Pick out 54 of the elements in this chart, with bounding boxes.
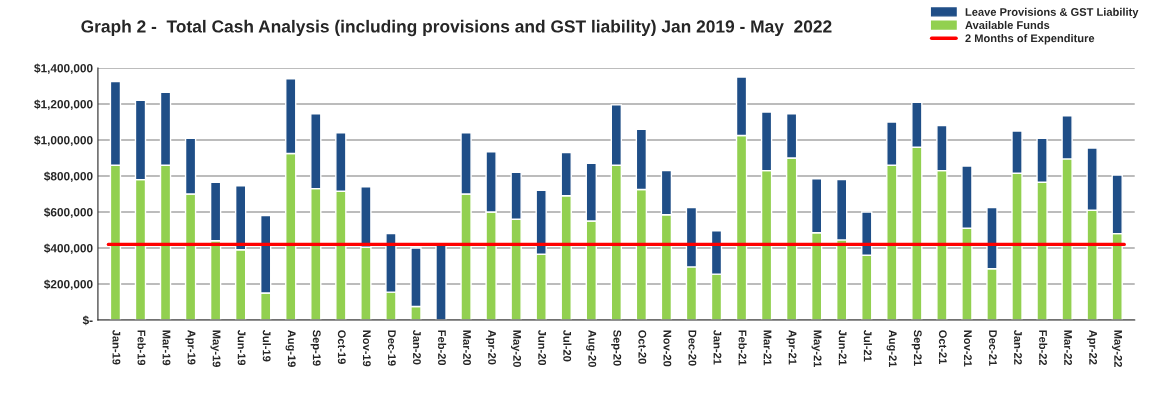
x-tick-label: Dec-19 — [387, 330, 396, 366]
x-tick-label: Oct-21 — [938, 330, 947, 364]
x-tick-label: Jan-22 — [1014, 329, 1022, 365]
x-tick-label: May-19 — [210, 330, 221, 367]
x-tick-label: Aug-21 — [886, 330, 897, 368]
x-tick-label: May-20 — [510, 330, 522, 367]
x-tick-label: Apr-20 — [485, 330, 496, 365]
x-tick-label: Mar-21 — [763, 330, 772, 366]
x-tick-label: Feb-21 — [738, 330, 747, 366]
bar — [435, 243, 447, 320]
x-tick-label: Apr-22 — [1086, 330, 1098, 365]
x-tick-label: May-22 — [1112, 330, 1123, 367]
x-tick-label: Dec-20 — [688, 330, 697, 366]
x-tick-label: Jun-19 — [237, 329, 246, 366]
x-tick-label: Jan-20 — [412, 329, 421, 365]
x-tick-label: Sep-21 — [911, 330, 922, 366]
x-tick-label: Mar-20 — [463, 330, 471, 366]
y-tick-label: $400,000 — [43, 243, 93, 255]
x-tick-label: Jan-21 — [713, 329, 722, 365]
legend-label: Available Funds — [965, 20, 1050, 30]
y-tick-label: $200,000 — [43, 279, 93, 291]
x-tick-label: Jul-19 — [262, 329, 271, 362]
x-tick-label: Jul-21 — [863, 329, 872, 362]
legend-label: Leave Provisions & GST Liability — [965, 7, 1139, 19]
x-tick-label: Jan-19 — [112, 329, 121, 365]
x-tick-label: Sep-20 — [611, 330, 622, 366]
x-tick-label: Dec-21 — [988, 330, 997, 366]
x-tick-label: Jun-20 — [538, 329, 547, 366]
y-tick-label: $600,000 — [43, 207, 93, 219]
x-tick-label: Apr-21 — [786, 330, 797, 365]
x-tick-label: Feb-20 — [438, 330, 447, 366]
y-tick-label: $1,000,000 — [34, 135, 93, 147]
x-tick-label: Aug-20 — [586, 330, 597, 367]
x-tick-label: May-21 — [811, 330, 822, 368]
y-tick-label: $800,000 — [43, 171, 93, 183]
x-tick-label: Mar-22 — [1064, 330, 1072, 366]
legend-label: 2 Months of Expenditure — [965, 34, 1095, 45]
x-tick-label: Feb-19 — [137, 330, 146, 366]
x-tick-label: Nov-20 — [663, 330, 672, 367]
y-tick-label: $1,200,000 — [34, 99, 93, 111]
x-tick-label: Feb-22 — [1039, 330, 1048, 366]
x-tick-label: Sep-19 — [310, 330, 321, 366]
x-tick-label: Jun-21 — [838, 329, 847, 366]
x-tick-label: Aug-19 — [285, 330, 296, 367]
x-tick-label: Nov-19 — [362, 330, 371, 367]
chart-title: Graph 2 - Total Cash Analysis (including provisions and GST liability) Jan 2019 - May 2022 — [81, 19, 832, 37]
x-tick-label: Oct-20 — [638, 330, 647, 364]
x-tick-label: Nov-21 — [963, 330, 972, 367]
x-tick-label: Apr-19 — [185, 330, 196, 365]
x-tick-label: Mar-19 — [162, 330, 171, 366]
y-tick-label: $- — [82, 315, 93, 326]
x-tick-label: Oct-19 — [337, 330, 346, 364]
y-tick-label: $1,400,000 — [34, 63, 93, 75]
x-tick-label: Jul-20 — [563, 329, 572, 362]
